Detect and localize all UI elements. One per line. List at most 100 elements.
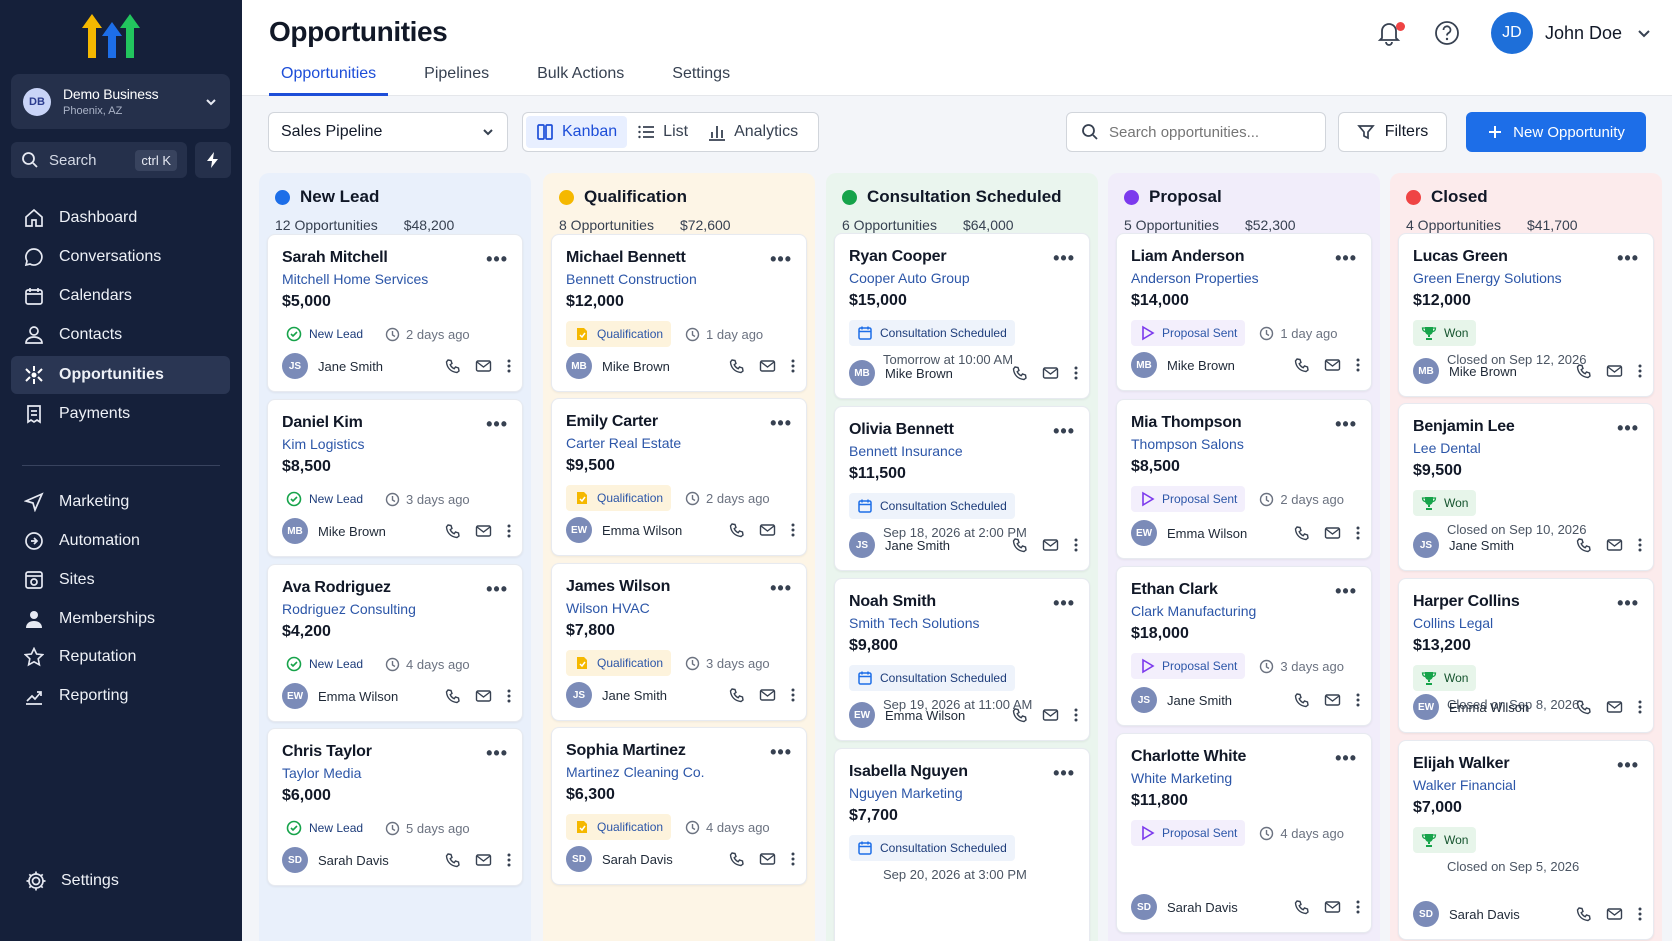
opportunity-card[interactable]: Lucas Green Green Energy Solutions $12,000…	[1398, 233, 1654, 397]
opportunity-search[interactable]	[1066, 112, 1326, 152]
opportunity-card[interactable]: Olivia Bennett Bennett Insurance $11,500 ••…	[834, 406, 1090, 571]
more-options-icon[interactable]: •••	[1335, 248, 1357, 268]
phone-icon[interactable]	[1012, 365, 1028, 381]
opportunity-card[interactable]: Emily Carter Carter Real Estate $9,500 ••• Q…	[551, 398, 807, 556]
contact-name[interactable]: Isabella Nguyen	[849, 763, 968, 780]
more-options-icon[interactable]: •••	[1053, 763, 1075, 783]
more-options-icon[interactable]: •••	[770, 742, 792, 762]
phone-icon[interactable]	[729, 358, 745, 374]
kebab-menu-icon[interactable]	[790, 851, 796, 867]
kebab-menu-icon[interactable]	[790, 687, 796, 703]
phone-icon[interactable]	[1012, 707, 1028, 723]
search-input[interactable]	[1109, 123, 1309, 141]
mail-icon[interactable]	[1606, 537, 1623, 553]
mail-icon[interactable]	[1324, 525, 1341, 541]
mail-icon[interactable]	[1606, 363, 1623, 379]
opportunity-card[interactable]: Michael Bennett Bennett Construction $12,0…	[551, 234, 807, 392]
phone-icon[interactable]	[445, 358, 461, 374]
mail-icon[interactable]	[759, 687, 776, 703]
tab-pipelines[interactable]: Pipelines	[424, 65, 490, 82]
more-options-icon[interactable]: •••	[486, 743, 508, 763]
opportunity-card[interactable]: Harper Collins Collins Legal $13,200 ••• Won…	[1398, 578, 1654, 733]
mail-icon[interactable]	[475, 523, 492, 539]
contact-name[interactable]: Ryan Cooper	[849, 248, 947, 265]
more-options-icon[interactable]: •••	[1053, 421, 1075, 441]
kebab-menu-icon[interactable]	[1073, 537, 1079, 553]
contact-name[interactable]: Chris Taylor	[282, 743, 372, 760]
contact-name[interactable]: Lucas Green	[1413, 248, 1508, 265]
phone-icon[interactable]	[1294, 692, 1310, 708]
contact-name[interactable]: Elijah Walker	[1413, 755, 1510, 772]
sidebar-item-reporting[interactable]: Reporting	[11, 677, 230, 715]
phone-icon[interactable]	[445, 852, 461, 868]
tab-opportunities[interactable]: Opportunities	[269, 60, 389, 96]
contact-name[interactable]: Ethan Clark	[1131, 581, 1218, 598]
more-options-icon[interactable]: •••	[1617, 593, 1639, 613]
sidebar-item-calendars[interactable]: Calendars	[11, 277, 230, 315]
mail-icon[interactable]	[475, 358, 492, 374]
more-options-icon[interactable]: •••	[1617, 248, 1639, 268]
mail-icon[interactable]	[1042, 365, 1059, 381]
more-options-icon[interactable]: •••	[1335, 414, 1357, 434]
opportunity-card[interactable]: Isabella Nguyen Nguyen Marketing $7,700 •••…	[834, 748, 1090, 941]
opportunity-card[interactable]: Sophia Martinez Martinez Cleaning Co. $6,3…	[551, 727, 807, 885]
kebab-menu-icon[interactable]	[790, 522, 796, 538]
opportunity-card[interactable]: Sarah Mitchell Mitchell Home Services $5,0…	[267, 234, 523, 392]
more-options-icon[interactable]: •••	[770, 413, 792, 433]
sidebar-item-reputation[interactable]: Reputation	[11, 638, 230, 676]
kebab-menu-icon[interactable]	[1637, 906, 1643, 922]
tab-bulk-actions[interactable]: Bulk Actions	[537, 65, 625, 82]
contact-name[interactable]: Daniel Kim	[282, 414, 363, 431]
contact-name[interactable]: Charlotte White	[1131, 748, 1247, 765]
kebab-menu-icon[interactable]	[1637, 699, 1643, 715]
account-switcher[interactable]: DB Demo Business Phoenix, AZ	[11, 74, 230, 129]
more-options-icon[interactable]: •••	[1617, 418, 1639, 438]
kebab-menu-icon[interactable]	[506, 358, 512, 374]
pipeline-select[interactable]: Sales Pipeline	[268, 112, 508, 152]
more-options-icon[interactable]: •••	[770, 249, 792, 269]
mail-icon[interactable]	[759, 522, 776, 538]
tab-settings[interactable]: Settings	[672, 65, 731, 82]
sidebar-item-opportunities[interactable]: Opportunities	[11, 356, 230, 394]
more-options-icon[interactable]: •••	[1335, 581, 1357, 601]
opportunity-card[interactable]: Noah Smith Smith Tech Solutions $9,800 ••• C…	[834, 578, 1090, 741]
more-options-icon[interactable]: •••	[486, 249, 508, 269]
kebab-menu-icon[interactable]	[1637, 537, 1643, 553]
mail-icon[interactable]	[1606, 906, 1623, 922]
contact-name[interactable]: Olivia Bennett	[849, 421, 954, 438]
kebab-menu-icon[interactable]	[1073, 707, 1079, 723]
more-options-icon[interactable]: •••	[1335, 748, 1357, 768]
phone-icon[interactable]	[445, 688, 461, 704]
sidebar-item-marketing[interactable]: Marketing	[11, 483, 230, 521]
kebab-menu-icon[interactable]	[506, 688, 512, 704]
opportunity-card[interactable]: Charlotte White White Marketing $11,800 •••…	[1116, 733, 1372, 933]
view-analytics-button[interactable]: Analytics	[698, 116, 808, 148]
chevron-down-icon[interactable]	[1636, 25, 1652, 41]
sidebar-item-payments[interactable]: Payments	[11, 395, 230, 433]
kebab-menu-icon[interactable]	[1073, 365, 1079, 381]
quick-actions-button[interactable]	[195, 142, 231, 178]
phone-icon[interactable]	[729, 851, 745, 867]
more-options-icon[interactable]: •••	[1053, 248, 1075, 268]
opportunity-card[interactable]: Ryan Cooper Cooper Auto Group $15,000 ••• Co…	[834, 233, 1090, 399]
kebab-menu-icon[interactable]	[506, 852, 512, 868]
contact-name[interactable]: Harper Collins	[1413, 593, 1520, 610]
help-button[interactable]	[1433, 19, 1461, 47]
more-options-icon[interactable]: •••	[486, 579, 508, 599]
phone-icon[interactable]	[729, 687, 745, 703]
phone-icon[interactable]	[1012, 537, 1028, 553]
sidebar-item-dashboard[interactable]: Dashboard	[11, 199, 230, 237]
filters-button[interactable]: Filters	[1338, 112, 1447, 152]
phone-icon[interactable]	[1576, 699, 1592, 715]
sidebar-item-sites[interactable]: Sites	[11, 561, 230, 599]
contact-name[interactable]: Benjamin Lee	[1413, 418, 1515, 435]
phone-icon[interactable]	[445, 523, 461, 539]
more-options-icon[interactable]: •••	[1053, 593, 1075, 613]
mail-icon[interactable]	[759, 851, 776, 867]
kebab-menu-icon[interactable]	[790, 358, 796, 374]
sidebar-search[interactable]: Search ctrl K	[11, 142, 187, 178]
view-kanban-button[interactable]: Kanban	[526, 116, 628, 148]
sidebar-item-automation[interactable]: Automation	[11, 522, 230, 560]
new-opportunity-button[interactable]: New Opportunity	[1466, 112, 1646, 152]
view-list-button[interactable]: List	[627, 116, 698, 148]
